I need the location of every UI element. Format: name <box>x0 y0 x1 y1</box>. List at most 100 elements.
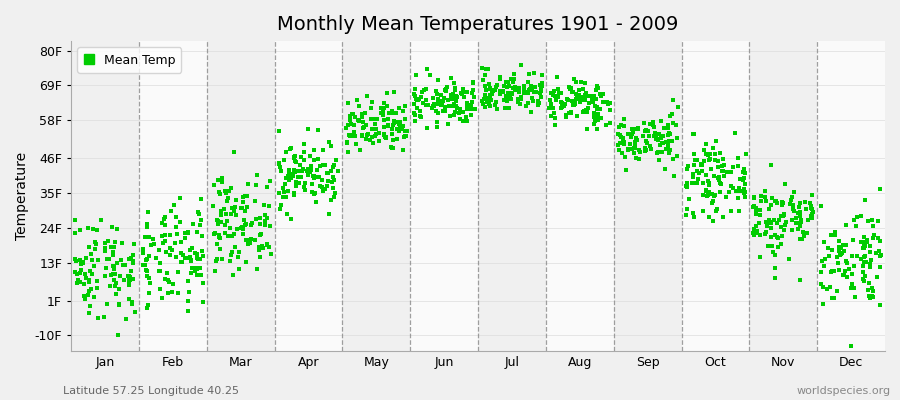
Point <box>155 295 169 301</box>
Point <box>425 105 439 112</box>
Point <box>287 192 302 198</box>
Point <box>493 74 508 80</box>
Point <box>191 256 205 262</box>
Point <box>659 146 673 152</box>
Point <box>525 85 539 92</box>
Point <box>572 96 587 103</box>
Point <box>764 234 778 240</box>
Point <box>492 88 507 94</box>
Point <box>570 113 584 120</box>
Point <box>624 134 638 140</box>
Point <box>414 114 428 120</box>
Point <box>408 86 422 92</box>
Point <box>181 230 195 236</box>
Point <box>310 156 325 163</box>
Point <box>368 126 382 132</box>
Point <box>72 270 86 276</box>
Point <box>108 239 122 246</box>
Point <box>665 97 680 103</box>
Point <box>392 104 406 111</box>
Point <box>434 92 448 98</box>
Point <box>195 253 210 259</box>
Point <box>778 211 792 217</box>
Point <box>832 248 846 254</box>
Point <box>235 224 249 231</box>
Point <box>272 161 286 167</box>
Point <box>327 193 341 200</box>
Point <box>448 92 463 99</box>
Point <box>465 79 480 85</box>
Point <box>392 119 407 125</box>
Point <box>482 94 496 101</box>
Point <box>380 90 394 97</box>
Point <box>706 173 721 179</box>
Point <box>680 180 695 186</box>
Point <box>827 295 842 302</box>
Point <box>73 227 87 233</box>
Point <box>218 222 232 228</box>
Point <box>591 85 606 91</box>
Point <box>357 124 372 130</box>
Point <box>687 151 701 158</box>
Point <box>701 192 716 198</box>
Point <box>372 138 386 144</box>
Point <box>90 285 104 292</box>
Point <box>409 92 423 99</box>
Point <box>387 89 401 96</box>
Point <box>301 172 315 178</box>
Point <box>260 240 274 247</box>
Point <box>682 196 697 202</box>
Point <box>628 155 643 161</box>
Point <box>706 218 720 224</box>
Point <box>732 154 746 161</box>
Point <box>220 198 235 204</box>
Point <box>535 72 549 78</box>
Point <box>821 245 835 251</box>
Point <box>434 102 448 108</box>
Point <box>277 156 292 163</box>
Point <box>364 126 379 132</box>
Point <box>210 256 224 262</box>
Point <box>698 172 713 178</box>
Point <box>554 104 569 111</box>
Point <box>850 253 864 259</box>
Point <box>562 109 577 116</box>
Point <box>340 149 355 155</box>
Point <box>635 132 650 139</box>
Point <box>210 216 224 223</box>
Point <box>318 162 332 168</box>
Point <box>485 87 500 93</box>
Point <box>577 96 591 102</box>
Point <box>533 82 547 88</box>
Point <box>285 171 300 177</box>
Point <box>234 204 248 211</box>
Point <box>620 147 634 153</box>
Point <box>296 149 310 155</box>
Point <box>843 285 858 292</box>
Point <box>174 250 188 257</box>
Point <box>206 203 220 209</box>
Point <box>658 166 672 173</box>
Point <box>871 218 886 224</box>
Point <box>768 265 782 271</box>
Point <box>194 272 209 278</box>
Point <box>307 147 321 154</box>
Point <box>505 90 519 97</box>
Point <box>347 133 362 140</box>
Point <box>643 120 657 127</box>
Point <box>836 272 850 278</box>
Point <box>694 161 708 167</box>
Point <box>724 208 739 214</box>
Point <box>374 110 389 116</box>
Point <box>257 218 272 224</box>
Point <box>392 121 406 128</box>
Point <box>398 128 412 134</box>
Point <box>495 88 509 94</box>
Point <box>189 265 203 272</box>
Point <box>88 238 103 245</box>
Point <box>736 166 751 172</box>
Point <box>229 197 243 204</box>
Point <box>166 247 180 254</box>
Bar <box>546 41 614 351</box>
Point <box>464 90 479 96</box>
